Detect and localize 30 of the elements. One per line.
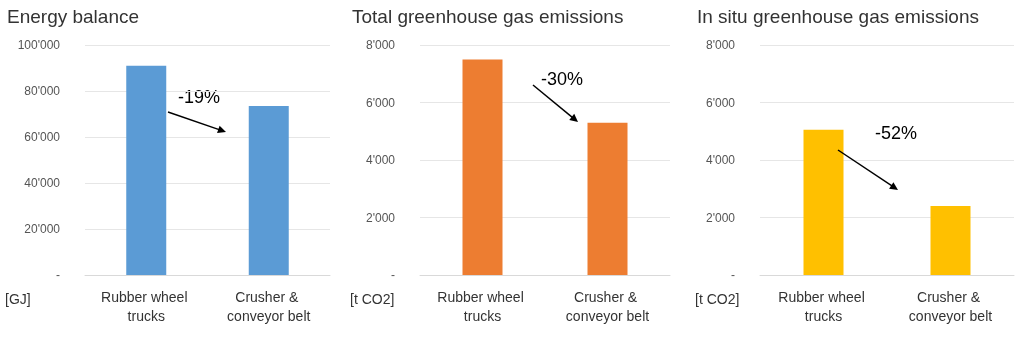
x-tick-label: Crusher & conveyor belt xyxy=(227,288,311,324)
y-tick-label: 40'000 xyxy=(24,176,61,190)
y-tick-label: 6'000 xyxy=(706,95,736,110)
y-tick-label: 80'000 xyxy=(24,84,61,98)
chart-title: In situ greenhouse gas emissions xyxy=(697,6,979,27)
annotation: -30% xyxy=(541,69,584,89)
y-axis-title: [t CO2] xyxy=(350,291,395,307)
y-tick-label: - xyxy=(731,268,735,282)
y-tick-label: 100'000 xyxy=(17,38,61,52)
y-tick-label: 2'000 xyxy=(366,210,396,225)
x-tick-label: Rubber wheel trucks xyxy=(437,288,528,324)
y-axis-title: [t CO2] xyxy=(695,291,740,307)
x-tick-label: Crusher & conveyor belt xyxy=(908,288,993,324)
y-tick-label: 8'000 xyxy=(706,38,736,52)
y-tick-label: - xyxy=(391,268,395,282)
annotation: -52% xyxy=(875,123,918,143)
y-tick-label: 60'000 xyxy=(24,130,61,144)
chart-title: Energy balance xyxy=(7,6,140,27)
x-tick-label: Crusher & conveyor belt xyxy=(565,288,650,324)
chart-title: Total greenhouse gas emissions xyxy=(352,6,624,27)
y-tick-label: 20'000 xyxy=(24,222,61,236)
y-tick-label: 4'000 xyxy=(706,153,736,167)
y-tick-label: 8'000 xyxy=(366,38,396,52)
y-tick-label: 2'000 xyxy=(706,210,736,225)
y-tick-label: 6'000 xyxy=(366,95,396,110)
y-axis-title: [GJ] xyxy=(5,291,31,307)
y-tick-label: - xyxy=(56,268,60,282)
y-tick-label: 4'000 xyxy=(366,153,396,167)
x-tick-label: Rubber wheel trucks xyxy=(101,288,192,324)
x-tick-label: Rubber wheel trucks xyxy=(778,288,869,324)
